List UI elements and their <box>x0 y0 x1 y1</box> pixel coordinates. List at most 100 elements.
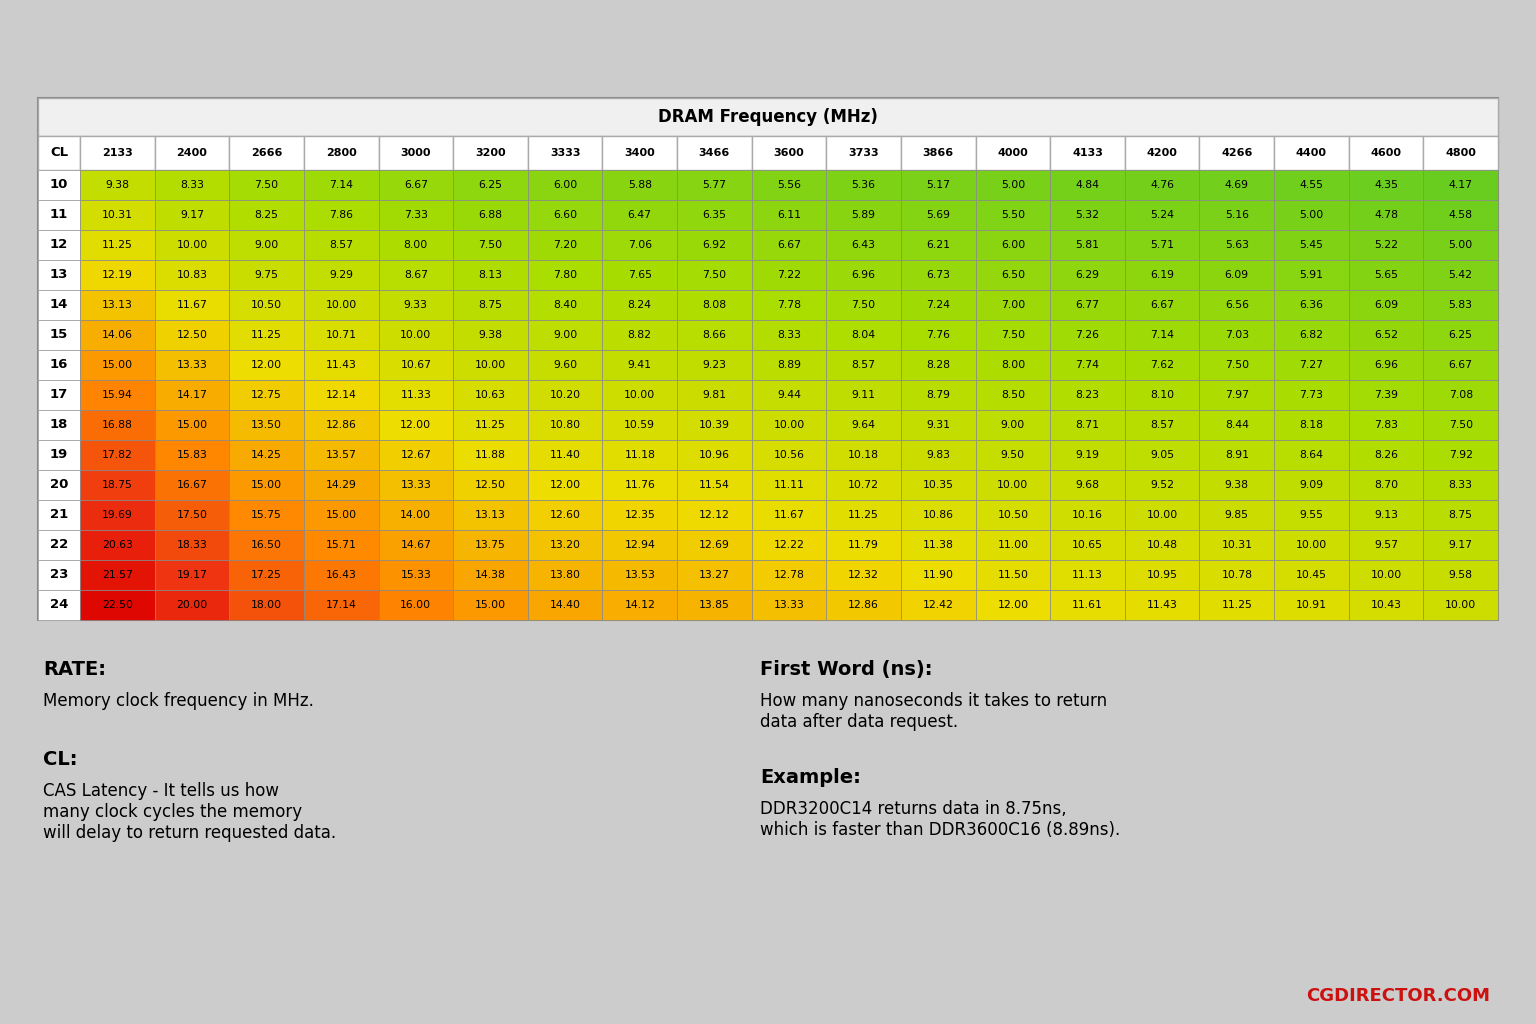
Bar <box>1273 500 1349 530</box>
Bar <box>677 230 751 260</box>
Bar <box>378 530 453 560</box>
Text: 14.00: 14.00 <box>401 510 432 520</box>
Text: 7.08: 7.08 <box>1448 390 1473 400</box>
Bar <box>1424 470 1498 500</box>
Text: 8.24: 8.24 <box>628 300 651 310</box>
Text: 5.32: 5.32 <box>1075 210 1100 220</box>
Bar <box>378 380 453 410</box>
Text: 10.59: 10.59 <box>624 420 656 430</box>
Text: 6.52: 6.52 <box>1375 330 1398 340</box>
Text: 11.88: 11.88 <box>475 450 505 460</box>
Bar <box>80 440 155 470</box>
Bar <box>751 350 826 380</box>
Bar <box>1273 319 1349 350</box>
Bar <box>38 260 80 290</box>
Text: 13.53: 13.53 <box>624 570 656 580</box>
Text: 12.75: 12.75 <box>252 390 283 400</box>
Text: 7.80: 7.80 <box>553 270 578 280</box>
Bar <box>1051 319 1124 350</box>
Bar <box>1051 200 1124 230</box>
Bar <box>826 380 902 410</box>
Bar <box>751 530 826 560</box>
Bar <box>826 590 902 620</box>
Text: 10.00: 10.00 <box>1445 600 1476 610</box>
Text: 10.00: 10.00 <box>624 390 656 400</box>
Bar <box>826 170 902 200</box>
Text: 6.25: 6.25 <box>479 180 502 190</box>
Bar <box>229 350 304 380</box>
Text: 11.33: 11.33 <box>401 390 432 400</box>
Text: 10.00: 10.00 <box>177 240 207 250</box>
Text: 5.22: 5.22 <box>1375 240 1398 250</box>
Text: 9.00: 9.00 <box>255 240 278 250</box>
Bar <box>1349 410 1424 440</box>
Bar <box>155 350 229 380</box>
Text: 7.97: 7.97 <box>1224 390 1249 400</box>
Text: 4.69: 4.69 <box>1224 180 1249 190</box>
Bar <box>902 410 975 440</box>
Bar <box>453 470 528 500</box>
Bar <box>229 380 304 410</box>
Bar <box>378 440 453 470</box>
Bar <box>1124 260 1200 290</box>
Bar <box>975 380 1051 410</box>
Bar <box>975 230 1051 260</box>
Text: 12.69: 12.69 <box>699 540 730 550</box>
Text: 4.55: 4.55 <box>1299 180 1324 190</box>
Text: 15: 15 <box>49 329 68 341</box>
Text: 10.63: 10.63 <box>475 390 505 400</box>
Bar <box>751 410 826 440</box>
Bar <box>975 200 1051 230</box>
Bar <box>902 470 975 500</box>
Text: 7.86: 7.86 <box>329 210 353 220</box>
Text: 9.58: 9.58 <box>1448 570 1473 580</box>
Bar <box>80 350 155 380</box>
Bar <box>378 290 453 319</box>
Text: 11.25: 11.25 <box>101 240 132 250</box>
Bar <box>1349 170 1424 200</box>
Text: 8.00: 8.00 <box>1001 360 1025 370</box>
Bar <box>155 470 229 500</box>
Text: 13.33: 13.33 <box>401 480 432 490</box>
Text: 9.00: 9.00 <box>1001 420 1025 430</box>
Bar <box>229 319 304 350</box>
Text: 21: 21 <box>49 509 68 521</box>
Text: 16.50: 16.50 <box>250 540 283 550</box>
Text: 20.00: 20.00 <box>177 600 207 610</box>
Bar <box>155 290 229 319</box>
Text: 9.00: 9.00 <box>553 330 578 340</box>
Bar <box>677 200 751 230</box>
Text: 7.73: 7.73 <box>1299 390 1324 400</box>
Text: 10.00: 10.00 <box>997 480 1029 490</box>
Bar <box>453 170 528 200</box>
Text: 6.35: 6.35 <box>702 210 727 220</box>
Text: 6.82: 6.82 <box>1299 330 1324 340</box>
Bar <box>453 290 528 319</box>
Bar <box>378 560 453 590</box>
Bar <box>80 500 155 530</box>
Bar <box>1273 410 1349 440</box>
Bar <box>38 136 80 170</box>
Bar <box>975 260 1051 290</box>
Text: 8.50: 8.50 <box>1001 390 1025 400</box>
Text: 10.65: 10.65 <box>1072 540 1103 550</box>
Text: 8.57: 8.57 <box>329 240 353 250</box>
Bar <box>528 319 602 350</box>
Bar <box>1200 170 1273 200</box>
Bar <box>528 530 602 560</box>
Bar <box>1424 170 1498 200</box>
Bar <box>975 170 1051 200</box>
Text: 5.56: 5.56 <box>777 180 800 190</box>
Text: 15.75: 15.75 <box>252 510 283 520</box>
Text: 7.20: 7.20 <box>553 240 578 250</box>
Text: 7.65: 7.65 <box>628 270 651 280</box>
Bar <box>155 200 229 230</box>
Bar <box>453 560 528 590</box>
Bar <box>528 590 602 620</box>
Text: 11: 11 <box>49 209 68 221</box>
Text: 10.35: 10.35 <box>923 480 954 490</box>
Bar <box>1349 230 1424 260</box>
Text: 16.88: 16.88 <box>101 420 132 430</box>
Bar <box>528 380 602 410</box>
Bar <box>1124 136 1200 170</box>
